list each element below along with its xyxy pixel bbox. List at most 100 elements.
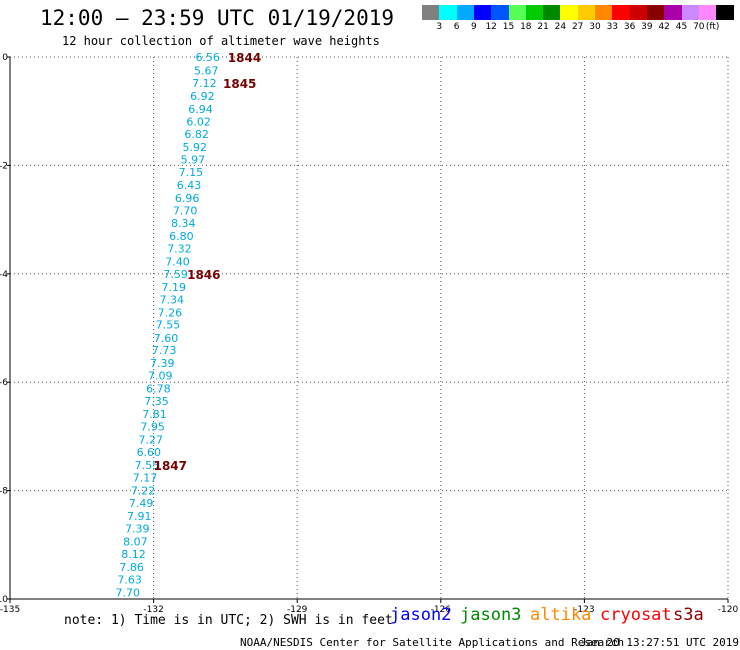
color-swatch xyxy=(595,5,613,20)
map-title: 12:00 — 23:59 UTC 01/19/2019 xyxy=(40,6,395,30)
wave-height-label: 5.97 xyxy=(181,153,206,166)
wave-height-label: 7.55 xyxy=(156,319,181,332)
time-label: 1847 xyxy=(154,459,187,473)
y-tick-label: 0 xyxy=(2,53,8,63)
color-scale-label: 15 xyxy=(502,22,515,32)
wave-height-label: 5.67 xyxy=(194,65,219,78)
wave-height-label: 7.22 xyxy=(131,485,156,498)
color-swatch xyxy=(525,5,544,20)
color-scale-label: 30 xyxy=(589,22,601,32)
wave-height-label: 7.09 xyxy=(148,370,173,383)
satellite-legend-item: jason3 xyxy=(460,605,522,625)
color-scale-label: 18 xyxy=(520,22,532,32)
wave-height-label: 7.91 xyxy=(127,510,152,523)
color-swatch xyxy=(681,5,700,20)
wave-height-label: 6.56 xyxy=(195,51,220,64)
color-scale-label: 3 xyxy=(436,22,443,32)
units-note: note: 1) Time is in UTC; 2) SWH is in fe… xyxy=(64,613,393,628)
wave-height-label: 8.34 xyxy=(171,217,196,230)
satellite-legend-item: jason2 xyxy=(390,605,452,625)
color-swatch xyxy=(491,5,509,20)
color-scale-label: 39 xyxy=(641,22,653,32)
wave-height-label: 7.86 xyxy=(119,561,144,574)
color-swatch xyxy=(560,5,579,20)
wave-height-label: 7.40 xyxy=(165,255,190,268)
wave-height-label: 7.17 xyxy=(133,472,158,485)
color-scale-label: 27 xyxy=(571,22,584,32)
color-swatch xyxy=(422,5,440,20)
satellite-legend-item: s3a xyxy=(673,605,704,625)
color-swatch xyxy=(716,5,734,20)
wave-height-label: 7.63 xyxy=(117,573,142,586)
x-tick-label: -126 xyxy=(431,605,452,615)
wave-height-label: 7.70 xyxy=(116,586,141,599)
color-swatch xyxy=(508,5,527,20)
color-scale-label: 24 xyxy=(554,22,567,32)
wave-height-label: 7.39 xyxy=(125,523,150,536)
wave-height-label: 7.35 xyxy=(144,395,169,408)
wave-height-label: 7.59 xyxy=(163,268,188,281)
wave-height-label: 8.07 xyxy=(123,536,148,549)
wave-height-label: 7.70 xyxy=(173,204,198,217)
color-swatch xyxy=(646,5,665,20)
y-tick-label: -2 xyxy=(0,161,8,171)
wave-height-label: 7.32 xyxy=(167,242,192,255)
wave-height-label: 6.78 xyxy=(146,383,171,396)
wave-height-label: 6.80 xyxy=(169,230,194,243)
wave-height-label: 7.19 xyxy=(161,281,186,294)
color-scale-label: 36 xyxy=(623,22,636,32)
wave-height-label: 6.94 xyxy=(188,103,213,116)
wave-height-label: 5.92 xyxy=(183,141,208,154)
wave-height-label: 7.15 xyxy=(179,166,204,179)
satellite-legend-item: altika xyxy=(530,605,592,625)
wave-height-label: 6.43 xyxy=(177,179,202,192)
time-label: 1845 xyxy=(223,77,256,91)
wave-height-label: 6.92 xyxy=(190,90,215,103)
footer-timestamp: Jan 20 13:27:51 UTC 2019 xyxy=(580,636,739,649)
wave-height-label: 7.81 xyxy=(142,408,167,421)
wave-height-label: 7.12 xyxy=(192,77,217,90)
wave-height-label: 7.95 xyxy=(140,421,165,434)
color-scale-label: 12 xyxy=(485,22,497,32)
satellite-legend-item: cryosat xyxy=(600,605,672,625)
x-tick-label: -120 xyxy=(718,605,739,615)
wave-height-label: 7.55 xyxy=(135,459,160,472)
y-tick-label: -6 xyxy=(0,378,8,388)
x-tick-label: -129 xyxy=(287,605,308,615)
wave-height-label: 6.96 xyxy=(175,192,200,205)
time-label: 1846 xyxy=(187,268,220,282)
color-swatch xyxy=(664,5,682,20)
color-scale-label: 21 xyxy=(537,22,549,32)
color-scale-label: 70 xyxy=(693,22,705,32)
wave-height-label: 6.60 xyxy=(137,446,162,459)
time-label: 1844 xyxy=(228,51,261,65)
color-swatch xyxy=(473,5,492,20)
y-tick-label: -8 xyxy=(0,487,8,497)
color-swatch xyxy=(543,5,561,20)
footer-credit: NOAA/NESDIS Center for Satellite Applica… xyxy=(240,636,625,649)
y-tick-label: -10 xyxy=(0,595,8,605)
wave-height-label: 6.02 xyxy=(186,115,211,128)
x-tick-label: -123 xyxy=(574,605,594,615)
map-subtitle: 12 hour collection of altimeter wave hei… xyxy=(62,34,380,48)
wave-height-label: 7.27 xyxy=(138,434,163,447)
wave-height-label: 8.12 xyxy=(121,548,146,561)
color-scale-label: 42 xyxy=(658,22,670,32)
x-tick-label: -132 xyxy=(143,605,163,615)
y-tick-label: -4 xyxy=(0,270,8,280)
color-swatch xyxy=(439,5,458,20)
x-tick-label: -135 xyxy=(0,605,20,615)
color-swatch xyxy=(629,5,648,20)
wave-height-label: 7.60 xyxy=(154,332,179,345)
wave-height-label: 7.34 xyxy=(160,293,185,306)
wave-height-label: 7.39 xyxy=(150,357,175,370)
color-scale-label: 9 xyxy=(471,22,477,32)
wave-height-label: 7.73 xyxy=(152,344,177,357)
color-swatch xyxy=(698,5,717,20)
wave-height-label: 7.26 xyxy=(158,306,183,319)
color-scale-unit: (ft) xyxy=(705,22,720,32)
color-swatch xyxy=(456,5,475,20)
color-swatch xyxy=(577,5,596,20)
color-swatch xyxy=(612,5,631,20)
